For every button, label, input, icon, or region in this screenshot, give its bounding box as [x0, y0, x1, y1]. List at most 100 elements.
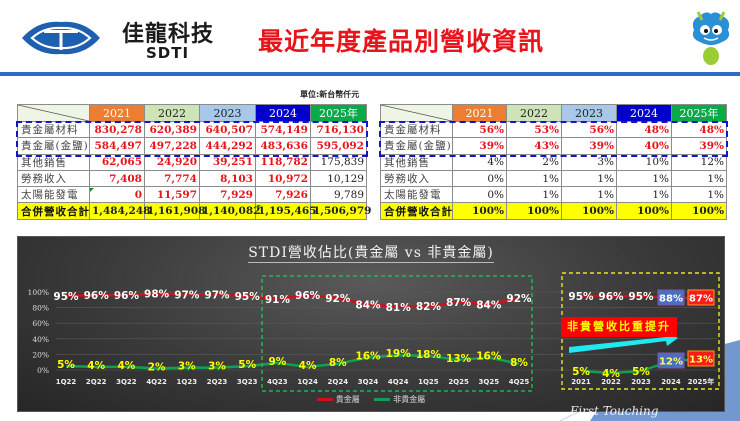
svg-text:1Q24: 1Q24 — [297, 378, 318, 386]
table-cell: 1% — [616, 186, 672, 204]
svg-text:20%: 20% — [32, 350, 49, 359]
table-cell: 100% — [671, 202, 727, 220]
dragon-mascot-icon — [692, 11, 730, 65]
row-label: 貴金屬材料 — [380, 120, 453, 139]
svg-text:87%: 87% — [689, 294, 713, 305]
svg-text:9%: 9% — [268, 356, 286, 368]
table-cell: 1% — [506, 169, 562, 188]
share-table: 2021 2022 2023 2024 2025年 貴金屬材料 56% 53% … — [380, 104, 727, 220]
svg-text:2025年: 2025年 — [688, 377, 714, 386]
svg-text:19%: 19% — [386, 348, 412, 360]
table-cell: 1,484,248 — [89, 202, 150, 220]
table-cell: 10,972 — [255, 169, 311, 188]
row-label: 合併營收合計 — [380, 202, 453, 220]
table-cell: 1% — [671, 186, 727, 204]
table-cell: 9,789 — [310, 186, 367, 204]
svg-text:4%: 4% — [602, 368, 620, 380]
svg-text:3Q22: 3Q22 — [116, 378, 137, 386]
table-cell: 7,929 — [199, 186, 256, 204]
table-cell: 100% — [616, 202, 672, 220]
svg-text:100%: 100% — [28, 288, 49, 297]
svg-text:2021: 2021 — [571, 378, 591, 386]
svg-text:97%: 97% — [204, 289, 230, 301]
table-corner-cell — [17, 104, 90, 122]
table-cell: 4% — [452, 153, 507, 171]
table-cell: 11,597 — [144, 186, 200, 204]
svg-text:91%: 91% — [265, 294, 291, 306]
table-cell: 100% — [506, 202, 562, 220]
svg-text:4%: 4% — [299, 360, 317, 372]
svg-text:95%: 95% — [568, 291, 594, 303]
svg-text:3Q23: 3Q23 — [237, 378, 258, 386]
svg-text:96%: 96% — [114, 290, 140, 302]
svg-text:3Q24: 3Q24 — [358, 378, 379, 386]
svg-text:40%: 40% — [32, 335, 49, 344]
row-label: 貴金屬(金鹽) — [380, 137, 453, 155]
row-label: 貴金屬(金鹽) — [17, 137, 90, 155]
table-cell: 0% — [452, 186, 507, 204]
legend-item-precious: 貴金屬 — [316, 394, 360, 405]
svg-text:13%: 13% — [689, 355, 713, 366]
table-cell: 7,926 — [255, 186, 311, 204]
svg-text:87%: 87% — [446, 297, 472, 309]
svg-text:97%: 97% — [174, 289, 200, 301]
share-table-header: 2021 2022 2023 2024 2025年 — [380, 104, 727, 122]
table-cell: 2% — [506, 153, 562, 171]
year-header-2022: 2022 — [144, 104, 200, 122]
svg-text:2023: 2023 — [631, 378, 651, 386]
table-cell: 39% — [452, 137, 507, 155]
table-cell: 56% — [561, 120, 617, 139]
svg-text:0%: 0% — [37, 366, 49, 375]
svg-text:4Q25: 4Q25 — [509, 378, 530, 386]
chart-title: STDI營收佔比(貴金屬 vs 非貴金屬) — [248, 245, 494, 263]
table-cell: 24,920 — [144, 153, 200, 171]
svg-text:96%: 96% — [295, 290, 321, 302]
row-label: 勞務收入 — [380, 169, 453, 188]
legend-swatch-red-icon — [316, 398, 333, 401]
table-cell: 62,065 — [89, 153, 145, 171]
table-cell: 830,278 — [89, 120, 145, 139]
table-cell: 497,228 — [144, 137, 200, 155]
year-header-2025: 2025年 — [310, 104, 367, 122]
table-cell: 3% — [561, 153, 617, 171]
table-row: 太陽能發電 0% 1% 1% 1% 1% — [380, 186, 727, 204]
table-row: 其他銷售 62,065 24,920 39,251 118,782 175,83… — [17, 153, 367, 171]
svg-text:4Q24: 4Q24 — [388, 378, 409, 386]
row-label: 合併營收合計 — [17, 202, 90, 220]
svg-text:96%: 96% — [598, 291, 624, 303]
svg-text:2024: 2024 — [661, 378, 681, 386]
legend-item-non-precious: 非貴金屬 — [374, 394, 425, 405]
table-row: 貴金屬材料 56% 53% 56% 48% 48% — [380, 120, 727, 139]
table-cell: 595,092 — [310, 137, 367, 155]
unit-label: 單位:新台幣仟元 — [300, 90, 360, 99]
svg-text:18%: 18% — [416, 349, 442, 361]
svg-text:82%: 82% — [416, 301, 442, 313]
company-name: 佳龍科技 — [122, 22, 215, 47]
svg-text:95%: 95% — [628, 291, 654, 303]
table-cell: 118,782 — [255, 153, 311, 171]
table-cell: 1% — [616, 169, 672, 188]
table-cell: 1% — [561, 186, 617, 204]
svg-text:60%: 60% — [32, 319, 49, 328]
table-row: 貴金屬(金鹽) 39% 43% 39% 40% 39% — [380, 137, 727, 155]
svg-text:4Q23: 4Q23 — [267, 378, 288, 386]
table-cell: 7,774 — [144, 169, 200, 188]
table-cell: 0% — [452, 169, 507, 188]
sdti-logo-icon — [22, 21, 100, 55]
table-cell: 483,636 — [255, 137, 311, 155]
svg-text:2Q22: 2Q22 — [86, 378, 107, 386]
table-cell: 10,129 — [310, 169, 367, 188]
table-row: 貴金屬材料 830,278 620,389 640,507 574,149 71… — [17, 120, 367, 139]
svg-text:5%: 5% — [238, 359, 256, 371]
page-title: 最近年度產品別營收資訊 — [258, 27, 545, 56]
svg-text:1Q25: 1Q25 — [418, 378, 439, 386]
svg-text:5%: 5% — [572, 366, 590, 378]
legend-swatch-green-icon — [374, 398, 391, 401]
table-cell: 640,507 — [199, 120, 256, 139]
table-row: 太陽能發電 0 11,597 7,929 7,926 9,789 — [17, 186, 367, 204]
revenue-table-header: 2021 2022 2023 2024 2025年 — [17, 104, 367, 122]
legend-label: 貴金屬 — [335, 395, 360, 404]
svg-text:2022: 2022 — [601, 378, 621, 386]
header-divider — [0, 72, 740, 76]
svg-text:92%: 92% — [325, 293, 351, 305]
